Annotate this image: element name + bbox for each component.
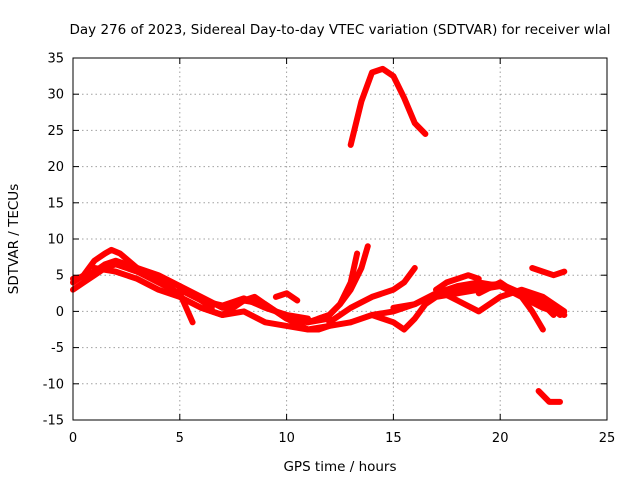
data-series: [70, 65, 568, 405]
chart-title: Day 276 of 2023, Sidereal Day-to-day VTE…: [70, 22, 611, 38]
series-arc-7: [272, 290, 301, 304]
series-arc-13: [369, 290, 461, 333]
grid-lines: [73, 58, 607, 420]
y-tick-label: -15: [43, 414, 64, 429]
series-arc-15: [433, 272, 482, 293]
series-arc-18: [475, 279, 546, 333]
y-axis-label: SDTVAR / TECUs: [6, 184, 22, 294]
y-tick-label: -5: [51, 341, 64, 356]
x-axis-label: GPS time / hours: [283, 459, 396, 475]
y-tick-label: 20: [47, 160, 64, 175]
y-tick-label: 35: [47, 52, 64, 67]
series-arc-20: [535, 388, 563, 405]
y-tick-label: 10: [47, 233, 64, 248]
y-tick-label: 5: [56, 269, 64, 284]
y-tick-label: 15: [47, 196, 64, 211]
x-tick-label: 25: [599, 431, 616, 446]
series-arc-6: [198, 293, 354, 333]
series-arc-19: [529, 265, 568, 279]
y-tick-label: -10: [43, 377, 64, 392]
series-arc-14: [390, 279, 563, 318]
x-tick-label: 0: [69, 431, 77, 446]
series-arc-12: [347, 65, 429, 148]
x-tick-label: 15: [385, 431, 402, 446]
y-tick-label: 0: [56, 305, 64, 320]
x-tick-label: 5: [176, 431, 184, 446]
y-tick-label: 30: [47, 88, 64, 103]
series-arc-16: [433, 286, 568, 315]
x-tick-label: 10: [278, 431, 295, 446]
series-arc-9: [315, 243, 371, 322]
y-tick-label: 25: [47, 124, 64, 139]
axis-ticks: -15 -10 -5 0 5 10 15 20 25 30 35 0 5 10 15 20 25: [43, 52, 616, 447]
series-arc-10: [326, 265, 418, 326]
x-tick-label: 20: [492, 431, 509, 446]
